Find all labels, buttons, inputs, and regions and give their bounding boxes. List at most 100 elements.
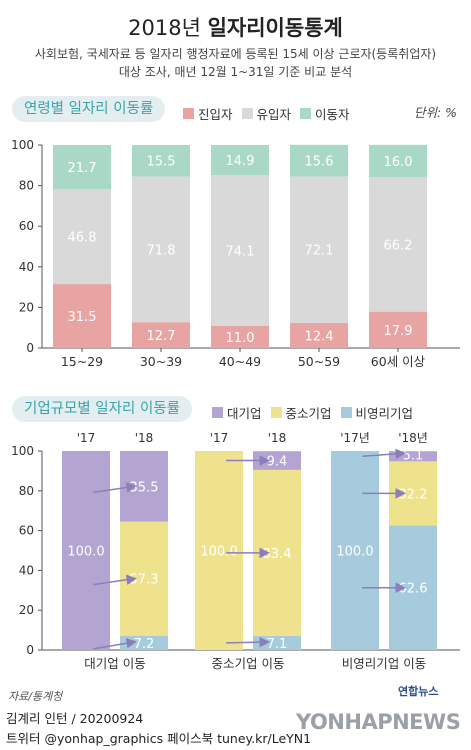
y-tick-label: 0 xyxy=(26,643,34,657)
bar-segment xyxy=(290,144,348,177)
bar-value-label: 12.4 xyxy=(305,329,334,344)
legend-stay-swatch xyxy=(241,108,253,119)
y-tick-label: 100 xyxy=(11,444,34,458)
bar-segment xyxy=(53,145,111,190)
bar-segment xyxy=(211,145,269,176)
base-bar-value: 100.0 xyxy=(336,545,373,560)
flow-arrow xyxy=(226,636,270,648)
legend-sme-swatch xyxy=(270,407,282,418)
age-chart-legend: 진입자 유입자 이동자 xyxy=(183,104,359,123)
y-tick-label: 20 xyxy=(19,603,34,617)
size-chart-title: 기업규모별 일자리 이동률 xyxy=(12,396,192,422)
bar-segment xyxy=(369,144,427,178)
age-chart: 0 20 40 60 80 100 31.5 46.8 21.7 15~29 12.7 71.8 15.… xyxy=(11,138,460,369)
flow-arrow xyxy=(93,574,137,586)
year-label-18: '18년 xyxy=(398,431,428,445)
social-credit: 트위터 @yonhap_graphics 페이스북 tuney.kr/LeYN1 xyxy=(6,731,312,746)
stack-value-label: 9.4 xyxy=(267,455,288,470)
y-tick-label: 100 xyxy=(11,138,34,152)
y-tick-label: 40 xyxy=(19,260,34,274)
bar-segment xyxy=(132,322,190,348)
flow-arrow xyxy=(93,638,137,650)
flow-arrow xyxy=(93,482,137,494)
flow-arrow xyxy=(362,448,406,460)
title-main: 일자리이동통계 xyxy=(207,16,343,40)
legend-large: 대기업 xyxy=(212,403,262,422)
year-label-18: '18 xyxy=(135,431,154,445)
bar-segment xyxy=(211,325,269,348)
y-tick-label: 80 xyxy=(19,484,34,498)
legend-stay: 유입자 xyxy=(241,104,291,123)
bar-value-label: 31.5 xyxy=(68,310,97,325)
stack-value-label: 83.4 xyxy=(263,547,292,562)
year-label-17: '17 xyxy=(210,431,229,445)
year-label-17: '17년 xyxy=(340,431,370,445)
legend-entry-swatch xyxy=(183,108,194,119)
y-tick-label: 60 xyxy=(19,524,34,538)
bar-segment xyxy=(53,189,111,285)
title-year: 2018년 xyxy=(128,16,201,40)
bar-segment xyxy=(132,176,190,323)
x-tick-label: 50~59 xyxy=(298,354,340,369)
size-chart-legend: 대기업 중소기업 비영리기업 xyxy=(212,403,422,422)
page-title: 2018년 일자리이동통계 xyxy=(0,12,471,42)
year-label-18: '18 xyxy=(268,431,287,445)
y-tick-label: 0 xyxy=(26,341,34,355)
base-bar-17 xyxy=(331,451,379,650)
x-tick-label: 15~29 xyxy=(61,354,103,369)
bar-segment xyxy=(211,175,269,326)
bar-segment xyxy=(369,177,427,312)
age-chart-unit: 단위: % xyxy=(414,105,458,120)
x-tick-label: 40~49 xyxy=(219,354,261,369)
y-tick-label: 80 xyxy=(19,179,34,193)
yonhap-news-logo: YONHAPNEWS xyxy=(296,710,461,734)
base-bar-17 xyxy=(62,451,110,650)
legend-nonprofit: 비영리기업 xyxy=(340,403,414,422)
stack-value-label: 32.2 xyxy=(399,487,428,502)
group-label: 중소기업 이동 xyxy=(212,656,285,671)
stack-segment-18 xyxy=(389,451,437,462)
bar-value-label: 16.0 xyxy=(384,155,413,170)
legend-sme: 중소기업 xyxy=(270,403,332,422)
bar-value-label: 14.9 xyxy=(226,154,255,169)
bar-value-label: 66.2 xyxy=(384,238,413,253)
legend-move-label: 이동자 xyxy=(315,107,350,122)
legend-sme-label: 중소기업 xyxy=(285,406,332,421)
age-chart-title: 연령별 일자리 이동률 xyxy=(12,96,166,122)
bar-value-label: 46.8 xyxy=(68,231,97,246)
base-bar-value: 100.0 xyxy=(200,545,237,560)
legend-large-swatch xyxy=(212,407,223,418)
group-label: 비영리기업 이동 xyxy=(342,656,426,671)
stack-value-label: 62.6 xyxy=(399,582,428,597)
bar-value-label: 74.1 xyxy=(226,244,255,259)
bar-segment xyxy=(53,284,111,348)
bar-segment xyxy=(290,322,348,348)
bar-segment xyxy=(132,145,190,177)
bar-value-label: 17.9 xyxy=(384,324,413,339)
x-tick-label: 30~39 xyxy=(140,354,182,369)
base-bar-17 xyxy=(195,451,243,650)
legend-entry: 진입자 xyxy=(183,104,233,123)
bar-value-label: 15.5 xyxy=(147,155,176,170)
bar-segment xyxy=(369,311,427,348)
stack-value-label: 5.1 xyxy=(403,448,424,463)
bar-value-label: 72.1 xyxy=(305,244,334,259)
bar-segment xyxy=(290,176,348,323)
bar-value-label: 15.6 xyxy=(305,155,334,170)
bar-value-label: 71.8 xyxy=(147,243,176,258)
bar-value-label: 21.7 xyxy=(68,161,97,176)
base-bar-value: 100.0 xyxy=(67,545,104,560)
year-label-17: '17 xyxy=(77,431,96,445)
source-note: 자료/통계청 xyxy=(8,690,63,703)
legend-nonprofit-label: 비영리기업 xyxy=(355,406,414,421)
x-tick-label: 60세 이상 xyxy=(371,354,426,369)
y-tick-label: 20 xyxy=(19,300,34,314)
bar-value-label: 11.0 xyxy=(226,331,255,346)
bar-value-label: 12.7 xyxy=(147,329,176,344)
stack-value-label: 35.5 xyxy=(130,480,159,495)
subtitle-line1: 사회보험, 국세자료 등 일자리 행정자료에 등록된 15세 이상 근로자(등록… xyxy=(34,47,437,61)
stack-value-label: 7.2 xyxy=(134,637,155,652)
legend-entry-label: 진입자 xyxy=(198,107,233,122)
size-chart: 0 20 40 60 80 100 100.0 '17 '18 7.2 57.3 35.5 대기업 이동… xyxy=(11,431,460,671)
author-credit: 김계리 인턴 / 20200924 xyxy=(6,711,144,726)
